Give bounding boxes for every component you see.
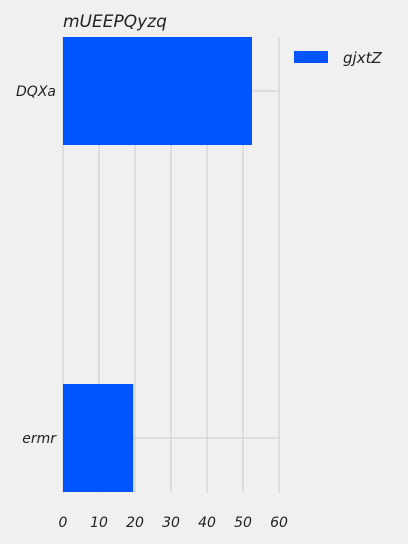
x-tick-labels: 0 10 20 30 40 50 60 xyxy=(59,515,288,531)
x-tick-label: 20 xyxy=(126,515,144,531)
x-tick-label: 40 xyxy=(198,515,216,531)
bar xyxy=(63,384,134,492)
y-tick-label: DQXa xyxy=(16,84,56,100)
bars xyxy=(63,37,252,492)
x-tick-label: 60 xyxy=(270,515,288,531)
chart-title: mUEEPQyzq xyxy=(63,12,167,32)
x-tick-label: 30 xyxy=(162,515,180,531)
legend: gjxtZ xyxy=(294,49,382,67)
y-tick-label: ermr xyxy=(22,431,57,447)
x-tick-label: 50 xyxy=(234,515,252,531)
x-tick-label: 10 xyxy=(90,515,108,531)
y-tick-labels: DQXa ermr xyxy=(16,84,57,447)
bar xyxy=(63,37,252,145)
legend-swatch xyxy=(294,51,328,63)
x-tick-label: 0 xyxy=(59,515,68,531)
legend-label: gjxtZ xyxy=(343,49,382,67)
